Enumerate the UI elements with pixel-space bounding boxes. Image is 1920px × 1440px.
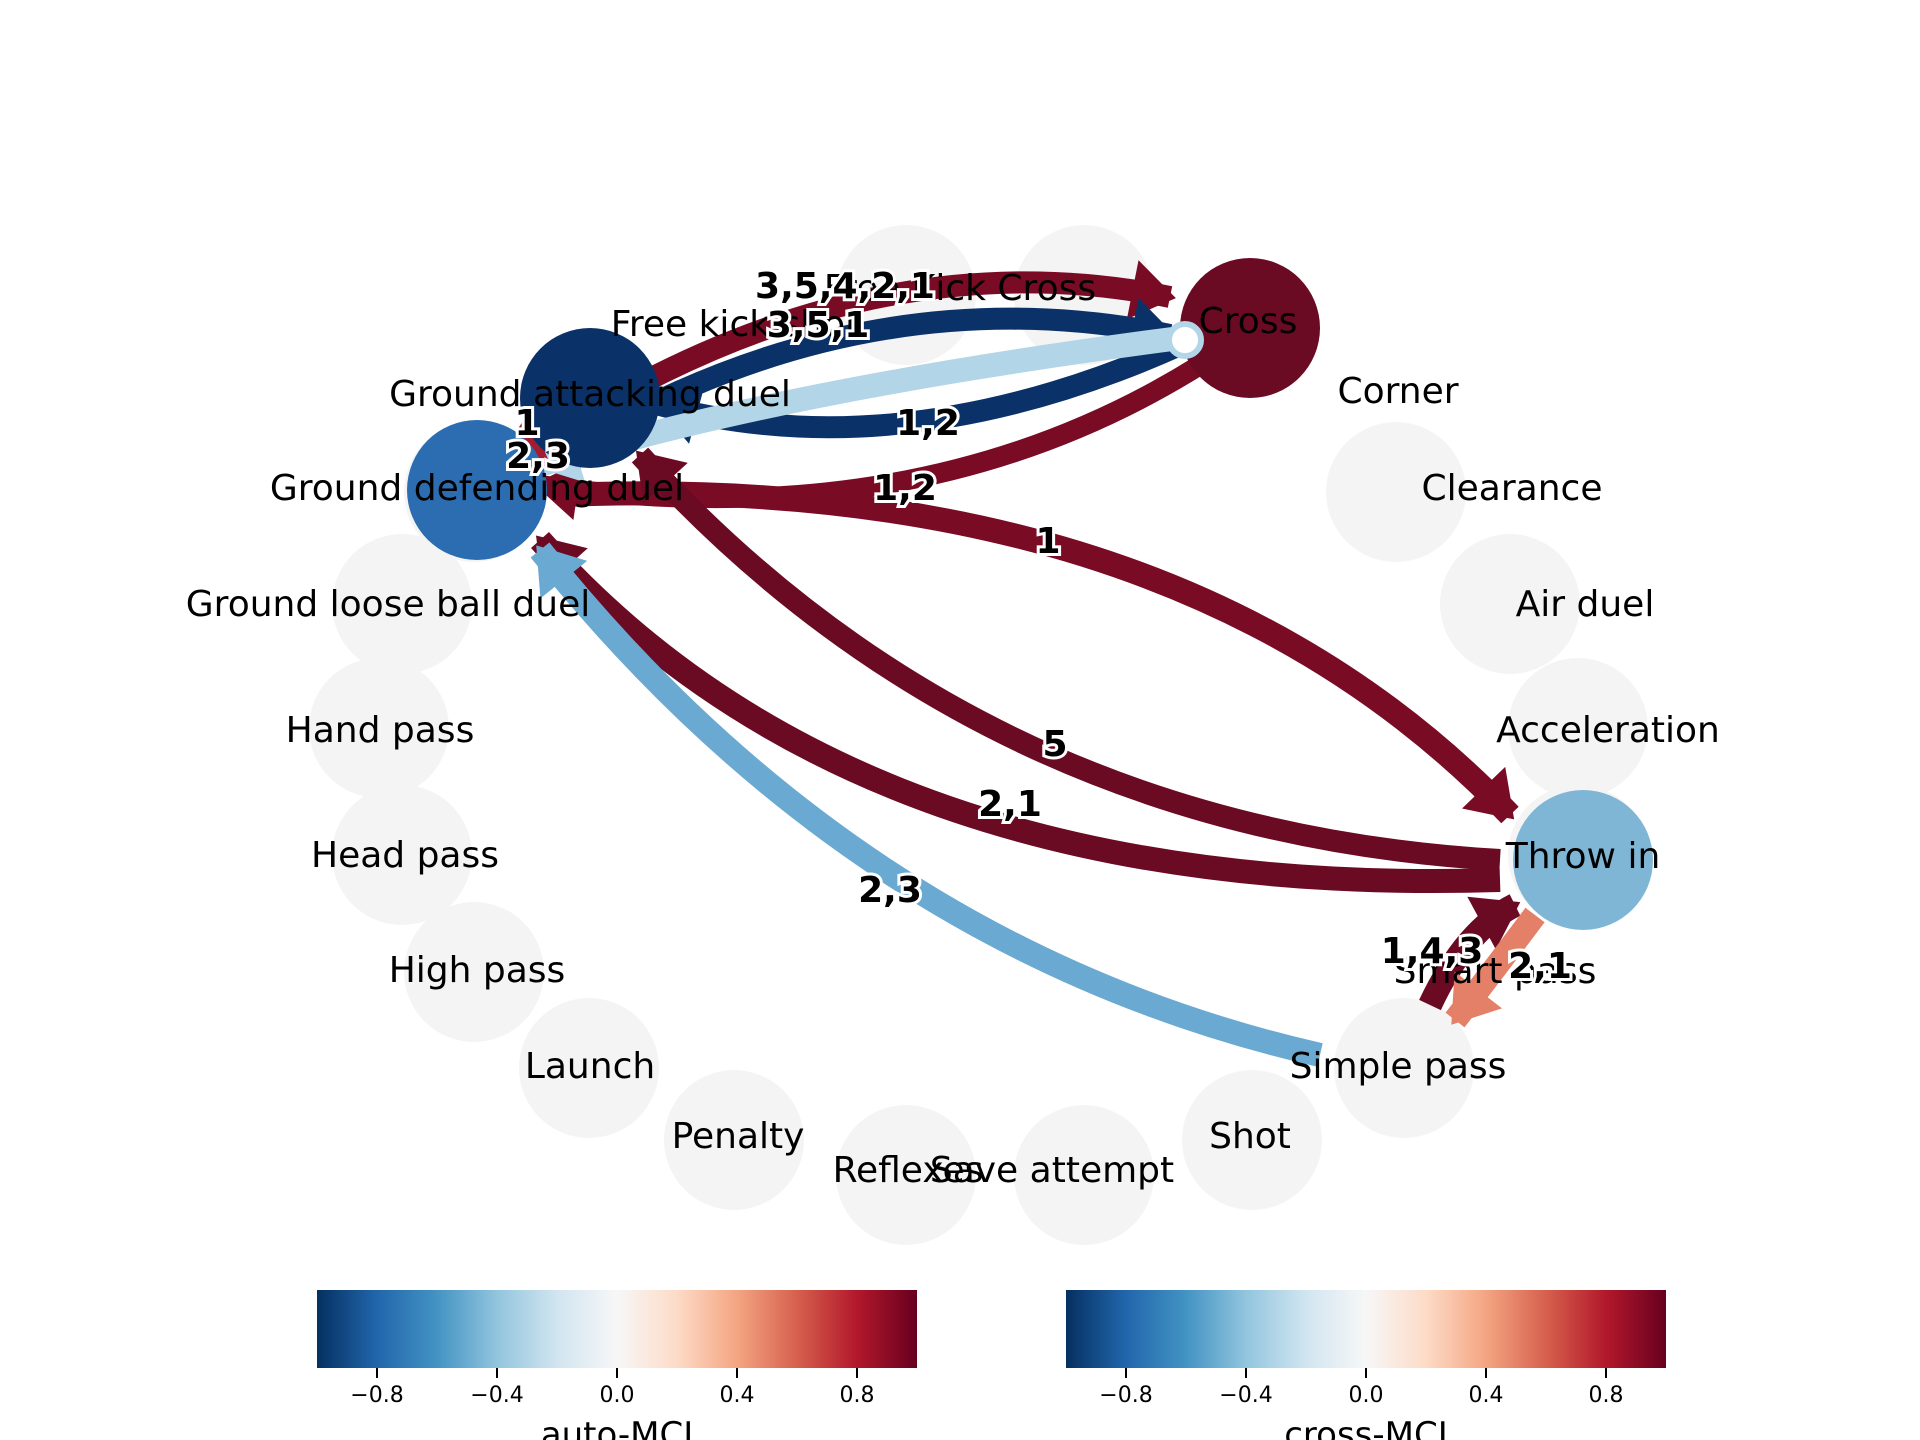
node-corner [1326,422,1466,562]
colorbar-title: auto-MCI [541,1415,694,1440]
colorbar-tick-label: 0.4 [720,1383,755,1408]
active-node-ground-attacking-duel [520,328,660,468]
active-node-throw-in [1513,790,1653,930]
node-save-attempt [836,1105,976,1245]
colorbar-tick-label: −0.8 [350,1383,403,1408]
colorbar-tick-label: 0.0 [1349,1383,1384,1408]
edge-label-throw-in-to-ground-attacking-duel: 5 [1042,724,1067,765]
edge-ground-defending-duel-to-throw-in [559,481,1519,824]
colorbar-tick-label: 0.0 [600,1383,635,1408]
colorbar-tick-label: −0.4 [470,1383,523,1408]
edge-label-simple-pass-to-ground-defending-duel: 2,3 [858,870,922,911]
colorbar-tick-label: 0.4 [1469,1383,1504,1408]
node-head-pass [309,658,449,798]
node-label-high-pass: High pass [389,950,566,991]
colorbar-tick-label: −0.4 [1219,1383,1272,1408]
node-label-launch: Launch [525,1046,655,1087]
node-high-pass [332,785,472,925]
node-label-throw-in: Throw in [1505,836,1661,877]
colorbar-gradient [317,1290,917,1368]
edge-throw-in-to-ground-defending-duel [531,532,1501,894]
colorbar-tick-label: 0.8 [840,1383,875,1408]
arrowhead-throw-in-to-ground-attacking-duel [635,450,688,504]
edge-label-ground-defending-duel-to-throw-in: 1 [1035,521,1060,562]
colorbar-0: −0.8 −0.4 0.0 0.4 0.8 auto-MCI [317,1290,917,1440]
node-label-ground-loose-ball-duel: Ground loose ball duel [186,584,590,625]
node-penalty [519,998,659,1138]
edge-label-cross-to-ground-attacking-duel: 1,2 [896,403,960,444]
node-label-penalty: Penalty [672,1116,805,1157]
node-label-hand-pass: Hand pass [286,710,475,751]
edge-label-smart-pass-to-throw-in: 1,4,3 [1381,931,1484,972]
node-label-save-attempt: Save attempt [930,1150,1174,1191]
node-launch [404,902,544,1042]
colorbar-layer: −0.8 −0.4 0.0 0.4 0.8 auto-MCI −0.8 −0.4 0.0 0.4 0… [317,1290,1666,1440]
node-label-free-kick-shot: Free kick shot [611,304,859,345]
node-simple-pass [1182,1070,1322,1210]
active-node-cross [1180,258,1320,398]
node-air-duel [1508,658,1648,798]
node-label-clearance: Clearance [1422,468,1603,509]
colorbar-tick-label: −0.8 [1099,1383,1152,1408]
node-label-corner: Corner [1337,371,1458,412]
active-node-layer [407,258,1653,930]
arrowhead-throw-in-to-smart-pass [1451,971,1503,1025]
node-label-free-kick-cross: Free Kick Cross [824,268,1096,309]
node-shot [1014,1105,1154,1245]
node-label-ground-defending-duel: Ground defending duel [270,468,684,509]
node-label-reflexes: Reflexes [833,1150,984,1191]
edge-label-cross-to-ground-defending-duel: 1,2 [873,468,937,509]
node-label-cross: Cross [1199,301,1298,342]
node-label-simple-pass: Simple pass [1290,1046,1507,1087]
node-label-acceleration: Acceleration [1496,710,1720,751]
node-label-air-duel: Air duel [1516,584,1655,625]
arrowhead-ground-defending-duel-to-throw-in [1462,766,1515,820]
colorbar-1: −0.8 −0.4 0.0 0.4 0.8 cross-MCI [1066,1290,1666,1440]
node-hand-pass [332,534,472,674]
node-label-shot: Shot [1209,1116,1291,1157]
edge-label-ground-attacking-duel-to-ground-defending-duel: 1 [514,403,539,444]
cross-self-loop-marker [1166,321,1204,359]
node-label-smart-pass: Smart pass [1394,951,1597,992]
edge-label-throw-in-to-ground-defending-duel: 2,1 [978,784,1042,825]
arrowhead-simple-pass-to-ground-defending-duel [536,545,588,599]
edge-label-throw-in-to-smart-pass: 2,1 [1508,946,1572,987]
node-label-ground-attacking-duel: Ground attacking duel [389,374,791,415]
edge-label-cross-to-ground-defending-duel: 2,3 [506,436,570,477]
node-label-head-pass: Head pass [311,835,499,876]
edge-throw-in-to-ground-attacking-duel [631,447,1501,871]
node-clearance [1440,534,1580,674]
colorbar-tick-label: 0.8 [1589,1383,1624,1408]
edge-label-ground-attacking-duel-to-cross: 3,5,1 [767,305,870,346]
arrowhead-smart-pass-to-throw-in [1467,896,1521,950]
edge-label-ground-defending-duel-to-cross: 3,5,4,2,1 [755,266,935,307]
colorbar-gradient [1066,1290,1666,1368]
edge-ground-attacking-duel-to-cross [635,307,1173,420]
edge-simple-pass-to-ground-defending-duel [530,542,1323,1067]
active-node-ground-defending-duel [407,420,547,560]
node-smart-pass [1334,998,1474,1138]
node-reflexes [664,1070,804,1210]
colorbar-title: cross-MCI [1284,1415,1448,1440]
